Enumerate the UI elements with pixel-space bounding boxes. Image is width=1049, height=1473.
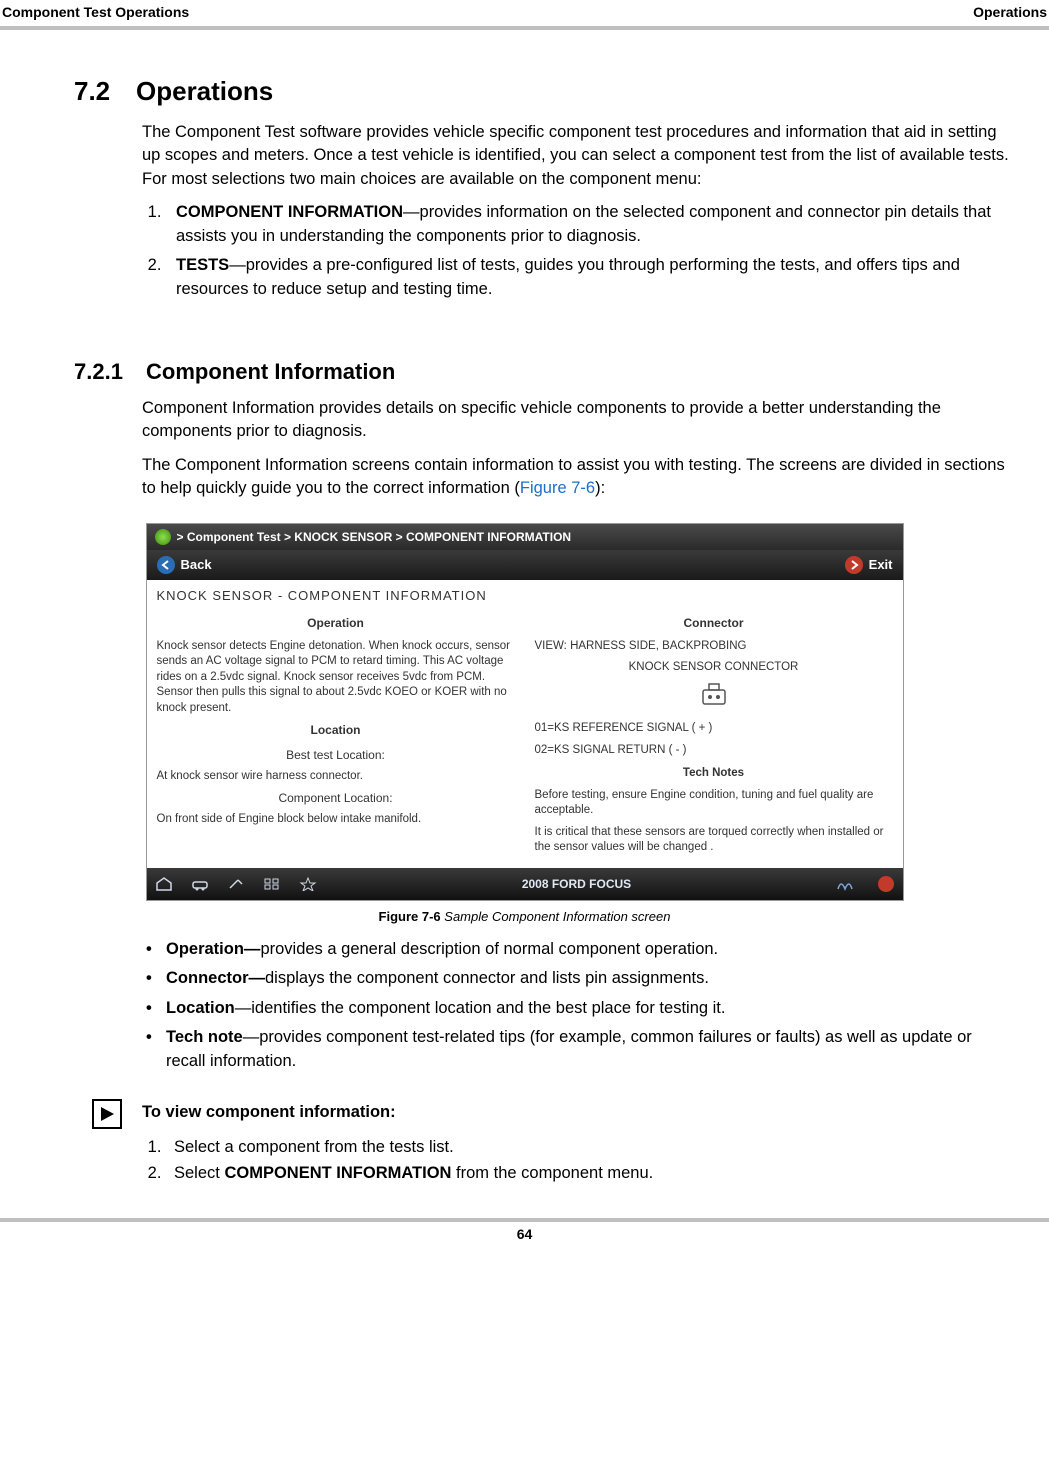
bullet-item: Operation—provides a general description… xyxy=(142,938,1009,961)
play-icon xyxy=(92,1099,122,1129)
step-text: Select xyxy=(174,1164,224,1182)
subsection-title: Component Information xyxy=(146,359,395,384)
subsection-number: 7.2.1 xyxy=(74,359,146,385)
header-left: Component Test Operations xyxy=(2,4,189,20)
vehicle-label: 2008 FORD FOCUS xyxy=(522,877,631,891)
exit-label: Exit xyxy=(869,557,893,572)
car-bar-icon[interactable] xyxy=(191,877,209,891)
bullet-list: Operation—provides a general description… xyxy=(142,938,1009,1073)
sub-paragraph-2: The Component Information screens contai… xyxy=(142,454,1009,501)
main-list-item: TESTS—provides a pre-configured list of … xyxy=(166,254,1009,301)
procedure-title: To view component information: xyxy=(142,1099,396,1122)
status-dot-icon xyxy=(878,876,894,892)
tech-notes-heading: Tech Notes xyxy=(535,766,893,782)
back-label: Back xyxy=(181,557,212,572)
back-arrow-icon xyxy=(157,556,175,574)
shot-breadcrumb-bar: > Component Test > KNOCK SENSOR > COMPON… xyxy=(147,524,903,550)
signal-bar-icon xyxy=(836,877,854,891)
step-bold: COMPONENT INFORMATION xyxy=(224,1164,451,1182)
top-rule xyxy=(0,26,1049,30)
intro-paragraph: The Component Test software provides veh… xyxy=(142,121,1009,191)
shot-left-column: Operation Knock sensor detects Engine de… xyxy=(147,613,525,868)
back-button[interactable]: Back xyxy=(157,556,212,574)
main-list-item: COMPONENT INFORMATION—provides informati… xyxy=(166,201,1009,248)
connector-heading: Connector xyxy=(535,615,893,631)
tech-note-2: It is critical that these sensors are to… xyxy=(535,825,893,856)
text-span: ): xyxy=(595,479,605,497)
shot-right-column: Connector VIEW: HARNESS SIDE, BACKPROBIN… xyxy=(525,613,903,868)
bullet-item: Connector—displays the component connect… xyxy=(142,967,1009,990)
main-ordered-list: COMPONENT INFORMATION—provides informati… xyxy=(142,201,1009,301)
home-icon xyxy=(155,529,171,545)
pin-2: 02=KS SIGNAL RETURN ( - ) xyxy=(535,743,893,759)
connector-icon xyxy=(535,682,893,714)
connector-view: VIEW: HARNESS SIDE, BACKPROBING xyxy=(535,639,893,655)
operation-text: Knock sensor detects Engine detonation. … xyxy=(157,639,515,717)
figure-container: > Component Test > KNOCK SENSOR > COMPON… xyxy=(40,523,1009,924)
section-heading: 7.2Operations xyxy=(74,76,1009,107)
tech-note-1: Before testing, ensure Engine condition,… xyxy=(535,788,893,819)
figure-caption-italic: Sample Component Information screen xyxy=(441,909,671,924)
step-text: from the component menu. xyxy=(451,1164,653,1182)
header-right: Operations xyxy=(973,4,1047,20)
bullet-text: displays the component connector and lis… xyxy=(265,969,709,987)
shot-bottom-bar: 2008 FORD FOCUS xyxy=(147,868,903,900)
breadcrumb-text: > Component Test > KNOCK SENSOR > COMPON… xyxy=(177,530,572,544)
bullet-item: Location—identifies the component locati… xyxy=(142,997,1009,1020)
location-heading: Location xyxy=(157,722,515,738)
exit-button[interactable]: Exit xyxy=(845,556,893,574)
bullet-text: —provides component test-related tips (f… xyxy=(166,1028,972,1069)
bullet-text: provides a general description of normal… xyxy=(260,940,718,958)
component-loc-subhead: Component Location: xyxy=(157,790,515,806)
subsection-heading: 7.2.1Component Information xyxy=(74,359,1009,385)
section-number: 7.2 xyxy=(74,76,136,107)
grid-bar-icon[interactable] xyxy=(263,877,281,891)
bullet-bold: Connector— xyxy=(166,969,265,987)
list-text: —provides a pre-configured list of tests… xyxy=(176,256,960,297)
sub-paragraph-1: Component Information provides details o… xyxy=(142,397,1009,444)
star-bar-icon[interactable] xyxy=(299,877,317,891)
bullet-text: —identifies the component location and t… xyxy=(235,999,726,1017)
best-test-text: At knock sensor wire harness connector. xyxy=(157,769,515,785)
exit-arrow-icon xyxy=(845,556,863,574)
procedure-steps: Select a component from the tests list. … xyxy=(142,1135,1009,1186)
bullet-bold: Operation— xyxy=(166,940,260,958)
list-bold: TESTS xyxy=(176,256,229,274)
procedure-step: Select a component from the tests list. xyxy=(166,1135,1009,1161)
procedure-step: Select COMPONENT INFORMATION from the co… xyxy=(166,1161,1009,1187)
bullet-bold: Location xyxy=(166,999,235,1017)
figure-link[interactable]: Figure 7-6 xyxy=(520,479,595,497)
tool-bar-icon[interactable] xyxy=(227,877,245,891)
shot-title: KNOCK SENSOR - COMPONENT INFORMATION xyxy=(147,580,903,613)
best-test-subhead: Best test Location: xyxy=(157,747,515,763)
section-title: Operations xyxy=(136,76,273,106)
operation-heading: Operation xyxy=(157,615,515,631)
connector-name: KNOCK SENSOR CONNECTOR xyxy=(535,660,893,676)
home-bar-icon[interactable] xyxy=(155,877,173,891)
figure-caption-bold: Figure 7-6 xyxy=(379,909,441,924)
bullet-bold: Tech note xyxy=(166,1028,243,1046)
bullet-item: Tech note—provides component test-relate… xyxy=(142,1026,1009,1073)
list-bold: COMPONENT INFORMATION xyxy=(176,203,403,221)
pin-1: 01=KS REFERENCE SIGNAL ( + ) xyxy=(535,721,893,737)
component-loc-text: On front side of Engine block below inta… xyxy=(157,812,515,828)
shot-nav-bar: Back Exit xyxy=(147,550,903,580)
page-number: 64 xyxy=(0,1222,1049,1252)
screenshot-mock: > Component Test > KNOCK SENSOR > COMPON… xyxy=(146,523,904,901)
figure-caption: Figure 7-6 Sample Component Information … xyxy=(379,909,671,924)
